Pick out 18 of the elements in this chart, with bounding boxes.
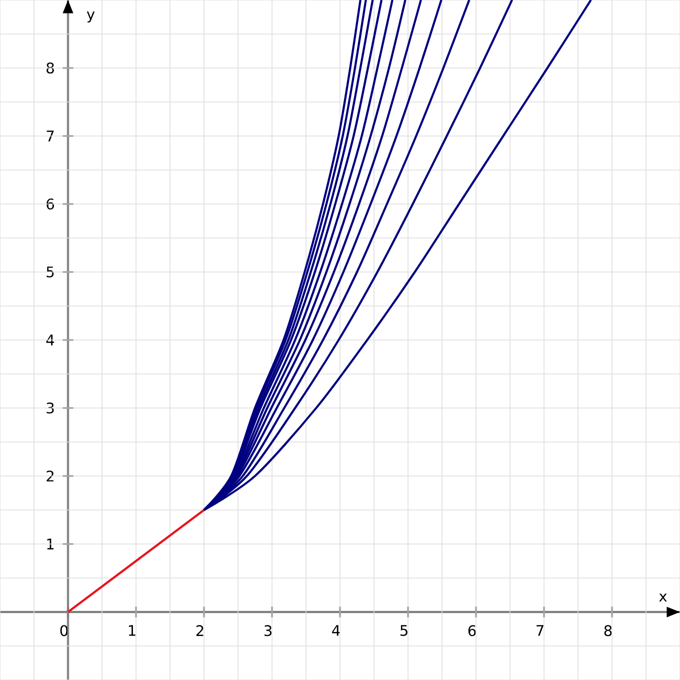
y-tick-label: 7 xyxy=(46,130,54,142)
y-axis-title: y xyxy=(86,11,95,22)
x-tick-label: 6 xyxy=(468,625,476,636)
y-tick-label: 1 xyxy=(47,538,54,550)
x-axis-title: x xyxy=(659,594,667,602)
x-tick-label: 7 xyxy=(536,625,544,636)
y-tick-label: 3 xyxy=(46,402,54,414)
x-tick-label: 1 xyxy=(128,625,136,636)
x-tick-label: 3 xyxy=(264,625,272,636)
y-tick-label: 6 xyxy=(46,198,54,210)
x-tick-label: 4 xyxy=(332,625,340,636)
x-tick-label: 5 xyxy=(400,625,408,636)
x-tick-label: 8 xyxy=(604,625,612,636)
y-tick-label: 4 xyxy=(46,334,54,346)
x-tick-label: 2 xyxy=(196,625,204,636)
y-tick-label: 8 xyxy=(46,62,54,74)
y-tick-label: 5 xyxy=(46,266,54,278)
y-tick-label: 2 xyxy=(46,470,54,482)
